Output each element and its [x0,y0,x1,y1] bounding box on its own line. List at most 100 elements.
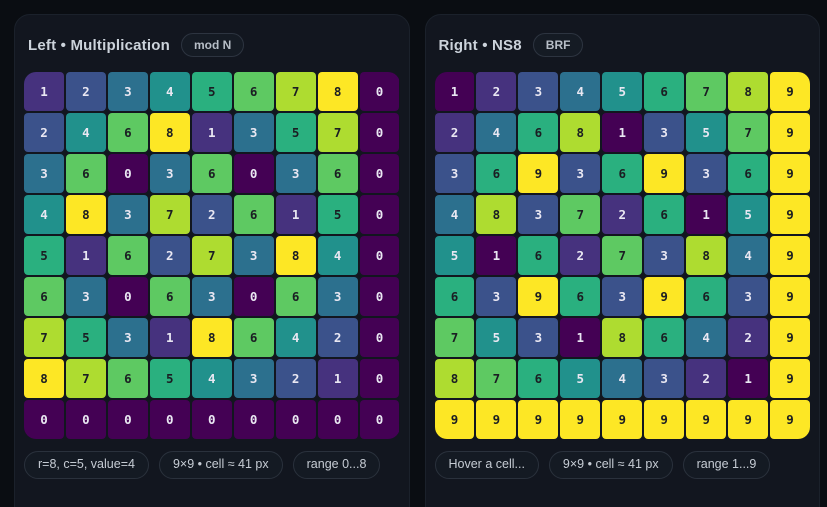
grid-cell[interactable]: 2 [275,359,316,399]
grid-cell[interactable]: 3 [275,154,316,194]
grid-cell[interactable]: 0 [107,277,148,317]
grid-cell[interactable]: 2 [434,113,475,153]
grid-cell[interactable]: 6 [233,195,274,235]
grid-cell[interactable]: 6 [560,277,601,317]
grid-cell[interactable]: 8 [476,195,517,235]
grid-cell[interactable]: 3 [434,154,475,194]
grid-cell[interactable]: 1 [602,113,643,153]
grid-cell[interactable]: 1 [686,195,727,235]
grid-cell[interactable]: 9 [644,400,685,440]
grid-cell[interactable]: 8 [24,359,64,399]
grid-cell[interactable]: 8 [149,113,190,153]
grid-cell[interactable]: 9 [602,400,643,440]
grid-cell[interactable]: 4 [560,72,601,112]
grid-cell[interactable]: 4 [149,72,190,112]
grid-cell[interactable]: 4 [275,318,316,358]
grid-cell[interactable]: 7 [65,359,106,399]
grid-cell[interactable]: 8 [191,318,232,358]
grid-cell[interactable]: 0 [317,400,358,440]
grid-cell[interactable]: 8 [686,236,727,276]
grid-cell[interactable]: 6 [107,359,148,399]
grid-cell[interactable]: 0 [359,359,400,399]
grid-cell[interactable]: 7 [24,318,64,358]
grid-cell[interactable]: 7 [191,236,232,276]
grid-cell[interactable]: 5 [686,113,727,153]
grid-cell[interactable]: 6 [602,154,643,194]
grid-cell[interactable]: 2 [149,236,190,276]
grid-cell[interactable]: 6 [644,195,685,235]
grid-cell[interactable]: 5 [602,72,643,112]
grid-cell[interactable]: 3 [644,359,685,399]
grid-cell[interactable]: 2 [602,195,643,235]
grid-cell[interactable]: 2 [476,72,517,112]
grid-cell[interactable]: 2 [728,318,769,358]
grid-cell[interactable]: 0 [359,72,400,112]
grid-cell[interactable]: 8 [317,72,358,112]
grid-cell[interactable]: 8 [65,195,106,235]
grid-cell[interactable]: 5 [317,195,358,235]
grid-cell[interactable]: 9 [686,400,727,440]
grid-cell[interactable]: 9 [518,277,559,317]
grid-cell[interactable]: 0 [359,277,400,317]
grid-cell[interactable]: 0 [149,400,190,440]
grid-cell[interactable]: 0 [359,154,400,194]
grid-cell[interactable]: 1 [728,359,769,399]
grid-cell[interactable]: 8 [275,236,316,276]
grid-cell[interactable]: 0 [359,195,400,235]
grid-cell[interactable]: 3 [518,195,559,235]
grid-cell[interactable]: 9 [770,318,810,358]
grid-cell[interactable]: 3 [24,154,64,194]
grid-cell[interactable]: 9 [770,113,810,153]
grid-cell[interactable]: 1 [149,318,190,358]
grid-cell[interactable]: 3 [107,72,148,112]
grid-cell[interactable]: 3 [686,154,727,194]
grid-cell[interactable]: 3 [518,72,559,112]
grid-cell[interactable]: 5 [65,318,106,358]
grid-cell[interactable]: 6 [728,154,769,194]
grid-cell[interactable]: 5 [191,72,232,112]
grid-cell[interactable]: 0 [65,400,106,440]
grid-cell[interactable]: 9 [728,400,769,440]
grid-cell[interactable]: 3 [107,318,148,358]
grid-cell[interactable]: 7 [317,113,358,153]
grid-cell[interactable]: 3 [233,113,274,153]
grid-cell[interactable]: 9 [770,400,810,440]
grid-cell[interactable]: 1 [275,195,316,235]
grid-cell[interactable]: 0 [275,400,316,440]
grid-cell[interactable]: 6 [644,72,685,112]
grid-cell[interactable]: 3 [233,359,274,399]
grid-cell[interactable]: 0 [359,236,400,276]
grid-cell[interactable]: 4 [602,359,643,399]
grid-cell[interactable]: 3 [644,236,685,276]
grid-cell[interactable]: 6 [107,113,148,153]
grid-cell[interactable]: 1 [317,359,358,399]
grid-cell[interactable]: 6 [233,318,274,358]
grid-cell[interactable]: 2 [191,195,232,235]
grid-cell[interactable]: 2 [560,236,601,276]
grid-cell[interactable]: 3 [107,195,148,235]
grid-cell[interactable]: 0 [233,154,274,194]
grid-cell[interactable]: 3 [728,277,769,317]
grid-cell[interactable]: 6 [686,277,727,317]
grid-cell[interactable]: 7 [686,72,727,112]
grid-cell[interactable]: 7 [149,195,190,235]
grid-cell[interactable]: 9 [560,400,601,440]
grid-cell[interactable]: 2 [65,72,106,112]
grid-cell[interactable]: 1 [560,318,601,358]
grid-cell[interactable]: 8 [560,113,601,153]
grid-cell[interactable]: 3 [476,277,517,317]
grid-cell[interactable]: 5 [560,359,601,399]
grid-cell[interactable]: 6 [24,277,64,317]
grid-cell[interactable]: 3 [518,318,559,358]
grid-cell[interactable]: 1 [65,236,106,276]
grid-cell[interactable]: 1 [434,72,475,112]
grid-cell[interactable]: 4 [728,236,769,276]
grid-cell[interactable]: 0 [233,400,274,440]
grid-cell[interactable]: 3 [602,277,643,317]
grid-cell[interactable]: 0 [359,400,400,440]
grid-cell[interactable]: 6 [65,154,106,194]
grid-cell[interactable]: 9 [476,400,517,440]
grid-cell[interactable]: 7 [560,195,601,235]
